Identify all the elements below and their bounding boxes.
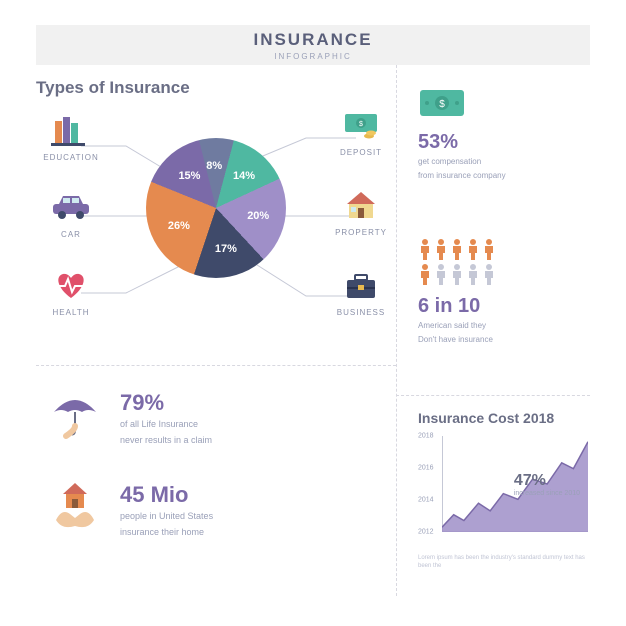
stat-compensation: $ 53% get compensation from insurance co…: [418, 88, 586, 182]
y-tick-label: 2018: [418, 433, 434, 440]
pie-wrap: 8% 14% 20% 17% 26% 15% EDUCATION CAR: [36, 108, 396, 348]
item-label: CAR: [61, 230, 81, 239]
item-business: BUSINESS: [326, 268, 396, 317]
item-label: PROPERTY: [335, 228, 387, 237]
stat-home-insurance: 45 Mio people in United States insurance…: [120, 482, 380, 539]
lorem-text: Lorem ipsum has been the industry's stan…: [418, 554, 586, 571]
item-label: BUSINESS: [337, 308, 385, 317]
vertical-divider: [396, 65, 397, 596]
types-panel: Types of Insurance 8% 14% 20% 17% 26% 15% EDU…: [36, 78, 396, 348]
stat-value: 79%: [120, 390, 380, 416]
item-property: PROPERTY: [326, 188, 396, 237]
item-label: DEPOSIT: [340, 148, 382, 157]
item-label: HEALTH: [53, 308, 90, 317]
item-education: EDUCATION: [36, 113, 106, 162]
stat-line: Don't have insurance: [418, 334, 586, 346]
stat-line: of all Life Insurance: [120, 418, 380, 432]
money-icon: $: [341, 108, 381, 142]
person-icon: [466, 263, 480, 285]
stat-line: insurance their home: [120, 526, 380, 540]
umbrella-icon: [48, 392, 102, 440]
svg-text:$: $: [359, 121, 363, 128]
person-icon: [434, 263, 448, 285]
pie-slice-label: 14%: [233, 170, 255, 182]
hands-house-icon-wrap: [48, 480, 102, 537]
person-icon: [450, 238, 464, 260]
y-tick-label: 2014: [418, 497, 434, 504]
person-icon: [418, 263, 432, 285]
page-title: INSURANCE: [253, 30, 372, 50]
heart-icon: [51, 268, 91, 302]
stat-value: 45 Mio: [120, 482, 380, 508]
stat-people: 6 in 10 American said they Don't have in…: [418, 238, 586, 346]
person-icon: [482, 238, 496, 260]
person-icon: [482, 263, 496, 285]
cost-panel: Insurance Cost 2018 2018 2016 2014 2012 47%…: [418, 410, 586, 571]
person-icon: [450, 263, 464, 285]
people-row: [418, 263, 586, 285]
briefcase-icon: [341, 268, 381, 302]
item-health: HEALTH: [36, 268, 106, 317]
person-icon: [434, 238, 448, 260]
pie-slice-label: 26%: [168, 220, 190, 232]
item-deposit: $ DEPOSIT: [326, 108, 396, 157]
stat-line: American said they: [418, 320, 586, 332]
umbrella-icon-wrap: [48, 392, 102, 445]
cost-title: Insurance Cost 2018: [418, 410, 586, 426]
stat-line: get compensation: [418, 156, 586, 168]
hands-house-icon: [48, 480, 102, 532]
svg-text:$: $: [439, 99, 445, 110]
stat-value: 6 in 10: [418, 295, 586, 318]
house-icon: [341, 188, 381, 222]
pie-slice-label: 17%: [215, 243, 237, 255]
types-title: Types of Insurance: [36, 78, 396, 98]
y-tick-label: 2016: [418, 465, 434, 472]
callout: 47% increased since 2010: [514, 472, 580, 497]
callout-text: increased since 2010: [514, 490, 580, 497]
books-icon: [51, 113, 91, 147]
pie-slice-label: 15%: [178, 170, 200, 182]
horizontal-divider-right: [396, 395, 590, 396]
car-icon: [51, 190, 91, 224]
horizontal-divider-left: [36, 365, 396, 366]
callout-value: 47%: [514, 472, 580, 490]
page-subtitle: INFOGRAPHIC: [274, 52, 352, 61]
pie-slice-label: 8%: [206, 160, 222, 172]
pie-slice-label: 20%: [247, 210, 269, 222]
stat-value: 53%: [418, 131, 586, 154]
person-icon: [418, 238, 432, 260]
cash-icon: $: [418, 88, 466, 118]
header: INSURANCE INFOGRAPHIC: [36, 25, 590, 65]
y-tick-label: 2012: [418, 529, 434, 536]
stat-line: people in United States: [120, 510, 380, 524]
stat-line: never results in a claim: [120, 434, 380, 448]
pie-chart: [146, 138, 286, 278]
item-car: CAR: [36, 190, 106, 239]
stat-life-insurance: 79% of all Life Insurance never results …: [120, 390, 380, 447]
cost-chart: 2018 2016 2014 2012 47% increased since 201…: [418, 436, 588, 546]
stat-line: from insurance company: [418, 170, 586, 182]
item-label: EDUCATION: [43, 153, 99, 162]
person-icon: [466, 238, 480, 260]
people-row: [418, 238, 586, 260]
